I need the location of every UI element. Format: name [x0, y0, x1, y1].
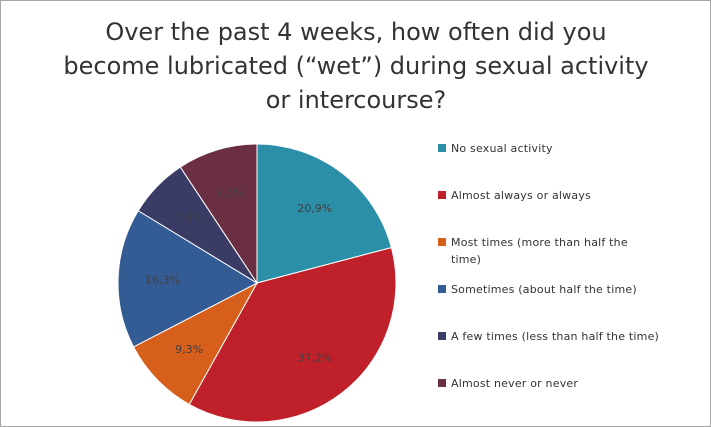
legend-item-sometimes: Sometimes (about half the time): [438, 281, 671, 298]
slice-no-sexual-activity: [256, 143, 393, 284]
legend-item-almost-never: Almost never or never: [438, 375, 671, 392]
slice-most-times: [132, 281, 259, 406]
legend-swatch: [438, 238, 446, 246]
legend-item-a-few-times: A few times (less than half the time): [438, 328, 671, 345]
legend-swatch: [438, 191, 446, 199]
legend-swatch: [438, 285, 446, 293]
legend-label: Almost always or always: [451, 189, 591, 202]
legend-label: A few times (less than half the time): [451, 330, 660, 343]
slice-almost-always: [188, 246, 397, 423]
slice-value-label: 20,9%: [297, 202, 332, 215]
slice-sometimes: [117, 210, 259, 348]
chart-title: Over the past 4 weeks, how often did you…: [63, 18, 649, 114]
legend-item-no-sexual-activity: No sexual activity: [438, 140, 671, 157]
legend-label: Most times (more than half the time): [451, 236, 628, 266]
legend-swatch: [438, 332, 446, 340]
slice-value-label: 37,2%: [297, 352, 332, 365]
legend-label: No sexual activity: [451, 142, 553, 155]
legend-item-almost-always: Almost always or always: [438, 187, 671, 204]
legend-item-most-times: Most times (more than half the time): [438, 234, 651, 268]
legend-label: Sometimes (about half the time): [451, 283, 637, 296]
pie-labels: 20,9% 37,2% 9,3% 16,3% 7,0% 9,3%: [145, 186, 332, 364]
legend-swatch: [438, 379, 446, 387]
legend-label: Almost never or never: [451, 377, 579, 390]
slice-almost-never: [179, 143, 258, 285]
pie-slices: [117, 143, 397, 423]
slice-value-label: 7,0%: [175, 211, 203, 224]
slice-value-label: 9,3%: [216, 186, 244, 199]
legend-swatch: [438, 144, 446, 152]
slice-value-label: 16,3%: [145, 274, 180, 287]
slice-value-label: 9,3%: [175, 343, 203, 356]
